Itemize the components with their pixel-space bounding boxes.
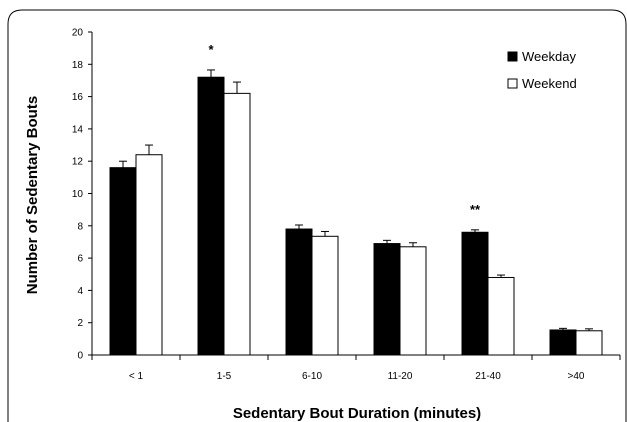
- y-tick-label: 8: [77, 221, 83, 232]
- bar-weekday: [373, 243, 401, 356]
- x-axis-title: Sedentary Bout Duration (minutes): [233, 405, 481, 422]
- bar-weekend: [487, 276, 515, 356]
- x-tick-label: >40: [568, 371, 585, 382]
- y-tick-label: 4: [77, 286, 83, 297]
- y-tick-label: 0: [77, 351, 83, 362]
- legend-label-weekend: Weekend: [522, 76, 577, 91]
- x-tick-label: 11-20: [388, 371, 413, 382]
- y-tick-label: 18: [72, 60, 84, 71]
- bar-weekday: [549, 329, 577, 356]
- x-tick-label: < 1: [129, 371, 144, 382]
- legend-swatch-weekday: [507, 51, 518, 62]
- bar-weekday: [285, 228, 313, 356]
- bar-weekend: [223, 92, 251, 356]
- bar-weekend: [575, 330, 603, 356]
- y-tick-label: 6: [77, 254, 83, 265]
- y-tick-label: 10: [72, 189, 84, 200]
- x-tick-label: 6-10: [302, 371, 322, 382]
- x-tick-label: 21-40: [475, 371, 501, 382]
- chart-frame: [7, 9, 627, 422]
- bar-weekday: [109, 167, 137, 356]
- bar-weekday: [197, 76, 225, 356]
- y-tick-label: 12: [72, 157, 84, 168]
- y-tick-label: 20: [72, 28, 84, 39]
- bar-weekend: [399, 246, 427, 356]
- significance-marker: *: [208, 42, 214, 57]
- y-tick-label: 14: [72, 124, 84, 135]
- bar-weekend: [311, 235, 339, 356]
- bar-weekend: [135, 154, 163, 356]
- y-tick-label: 2: [77, 318, 83, 329]
- x-tick-label: 1-5: [217, 371, 232, 382]
- legend-swatch-weekend: [507, 78, 518, 89]
- y-tick-label: 16: [72, 92, 84, 103]
- bar-weekday: [461, 231, 489, 356]
- significance-marker: **: [470, 202, 481, 217]
- legend-label-weekday: Weekday: [522, 49, 576, 64]
- y-axis-title: Number of Sedentary Bouts: [24, 96, 41, 294]
